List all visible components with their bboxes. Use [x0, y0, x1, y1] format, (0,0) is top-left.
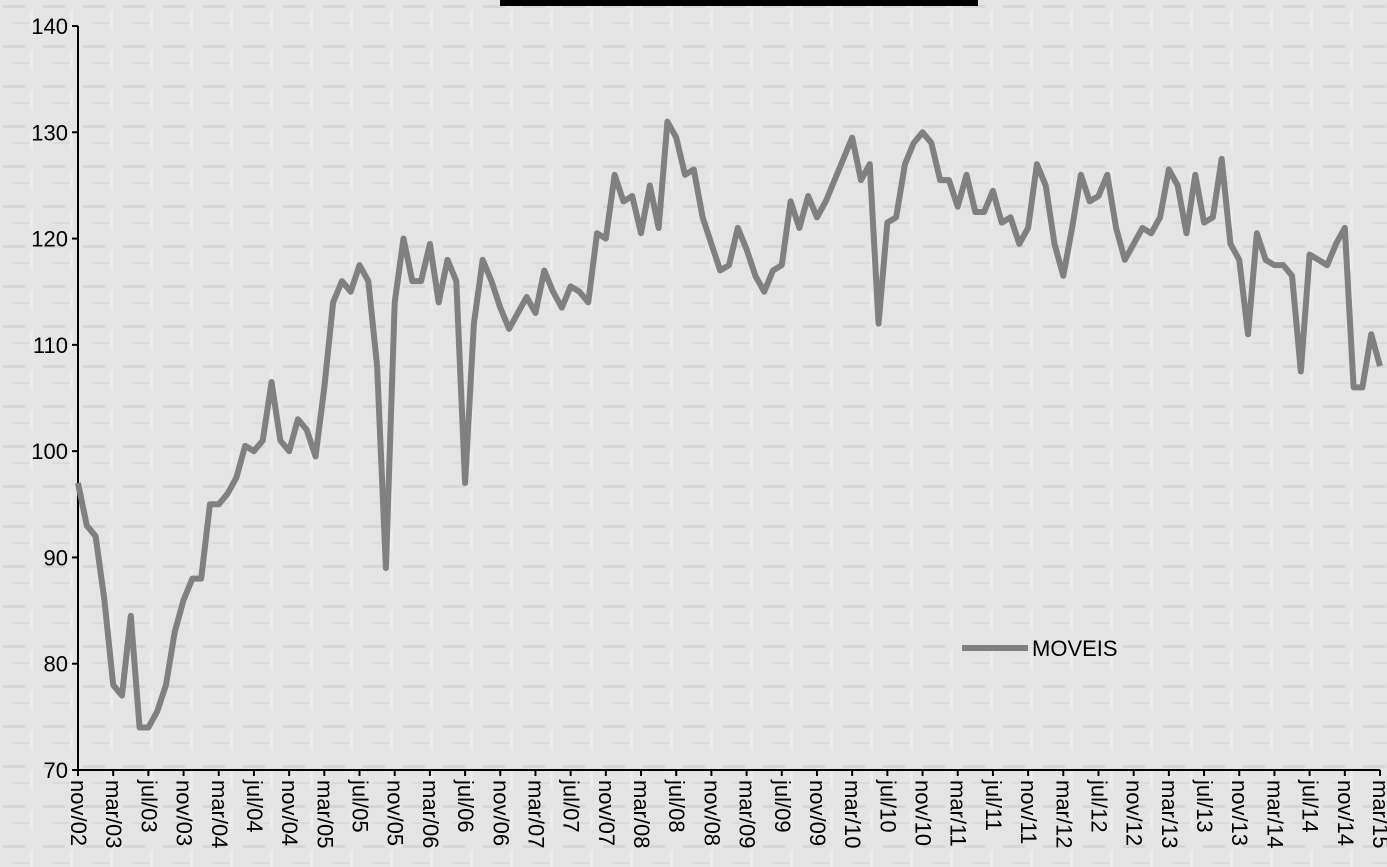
x-tick-label: jul/10: [875, 779, 900, 833]
y-tick-label: 80: [44, 652, 68, 677]
x-tick-label: jul/07: [559, 779, 584, 833]
y-tick-label: 110: [33, 333, 68, 358]
x-tick-label: jul/03: [136, 779, 161, 833]
y-tick-label: 130: [31, 120, 68, 145]
x-tick-label: jul/05: [348, 779, 373, 833]
y-tick-label: 140: [31, 14, 68, 39]
x-tick-label: nov/02: [66, 780, 91, 846]
y-tick-label: 90: [44, 545, 68, 570]
x-tick-label: jul/09: [770, 779, 795, 833]
x-tick-label: nov/03: [172, 780, 197, 846]
x-tick-label: nov/12: [1122, 780, 1147, 846]
x-tick-label: nov/05: [383, 780, 408, 846]
x-tick-label: mar/04: [207, 780, 232, 848]
y-tick-label: 100: [31, 439, 68, 464]
x-tick-label: mar/07: [523, 780, 548, 848]
x-tick-label: jul/04: [242, 779, 267, 833]
x-tick-label: mar/15: [1368, 780, 1387, 848]
x-tick-label: nov/08: [699, 780, 724, 846]
x-tick-label: mar/03: [101, 780, 126, 848]
x-tick-label: nov/04: [277, 780, 302, 846]
x-tick-label: mar/13: [1157, 780, 1182, 848]
y-tick-label: 70: [44, 758, 68, 783]
legend-label: MOVEIS: [1032, 636, 1118, 661]
x-tick-label: nov/14: [1333, 780, 1358, 846]
x-tick-label: nov/09: [805, 780, 830, 846]
data-line: [75, 118, 1383, 731]
x-tick-label: jul/06: [453, 779, 478, 833]
x-tick-label: jul/13: [1192, 779, 1217, 833]
x-tick-label: nov/11: [1016, 780, 1041, 844]
title-box: [500, 0, 978, 6]
x-tick-label: mar/09: [735, 780, 760, 848]
x-tick-label: mar/12: [1051, 780, 1076, 848]
x-tick-label: mar/11: [946, 780, 971, 847]
x-tick-label: jul/11: [981, 779, 1006, 831]
x-tick-label: jul/08: [664, 779, 689, 833]
x-tick-label: mar/06: [418, 780, 443, 848]
x-tick-label: jul/14: [1298, 779, 1323, 833]
x-tick-label: jul/12: [1086, 779, 1111, 833]
x-tick-label: nov/07: [594, 780, 619, 846]
x-tick-label: mar/10: [840, 780, 865, 848]
x-tick-label: nov/10: [911, 780, 936, 846]
x-tick-label: nov/06: [488, 780, 513, 846]
x-tick-label: mar/14: [1262, 780, 1287, 848]
y-tick-label: 120: [31, 227, 68, 252]
x-tick-label: nov/13: [1227, 780, 1252, 846]
x-tick-label: mar/08: [629, 780, 654, 848]
x-tick-label: mar/05: [312, 780, 337, 848]
